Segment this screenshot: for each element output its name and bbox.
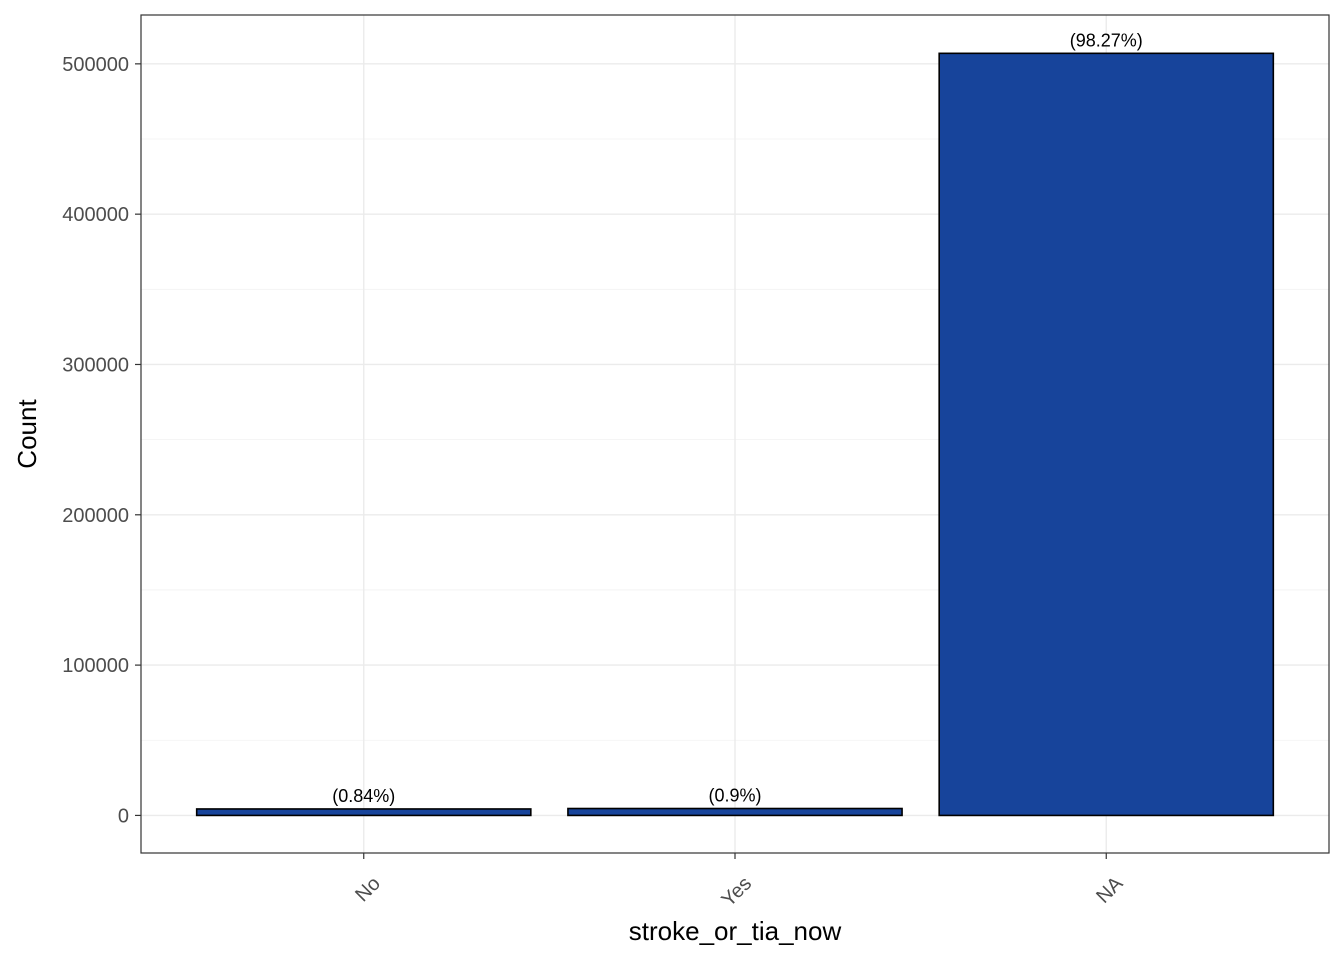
x-tick-label: No: [351, 873, 385, 907]
bars-layer: [195, 52, 1275, 817]
y-tick-label: 100000: [62, 655, 129, 677]
bar-na: [938, 52, 1275, 817]
x-tick-label: Yes: [718, 873, 757, 912]
x-axis-title: stroke_or_tia_now: [629, 916, 842, 946]
x-axis: No Yes NA: [351, 853, 1128, 911]
y-tick-label: 200000: [62, 505, 129, 527]
y-tick-label: 300000: [62, 354, 129, 376]
bar-labels-layer: (0.84%) (0.9%) (98.27%): [332, 30, 1143, 806]
bar-label: (0.9%): [708, 786, 761, 806]
bar-yes: [567, 807, 903, 817]
y-tick-label: 400000: [62, 204, 129, 226]
y-axis-title: Count: [12, 399, 42, 469]
y-tick-label: 0: [118, 805, 129, 827]
x-tick-label: NA: [1092, 872, 1128, 908]
y-axis: 0 100000 200000 300000 400000 500000: [62, 54, 141, 827]
bar-label: (98.27%): [1070, 30, 1143, 50]
y-tick-label: 500000: [62, 54, 129, 76]
bar-label: (0.84%): [332, 786, 395, 806]
bar-no: [195, 808, 532, 817]
